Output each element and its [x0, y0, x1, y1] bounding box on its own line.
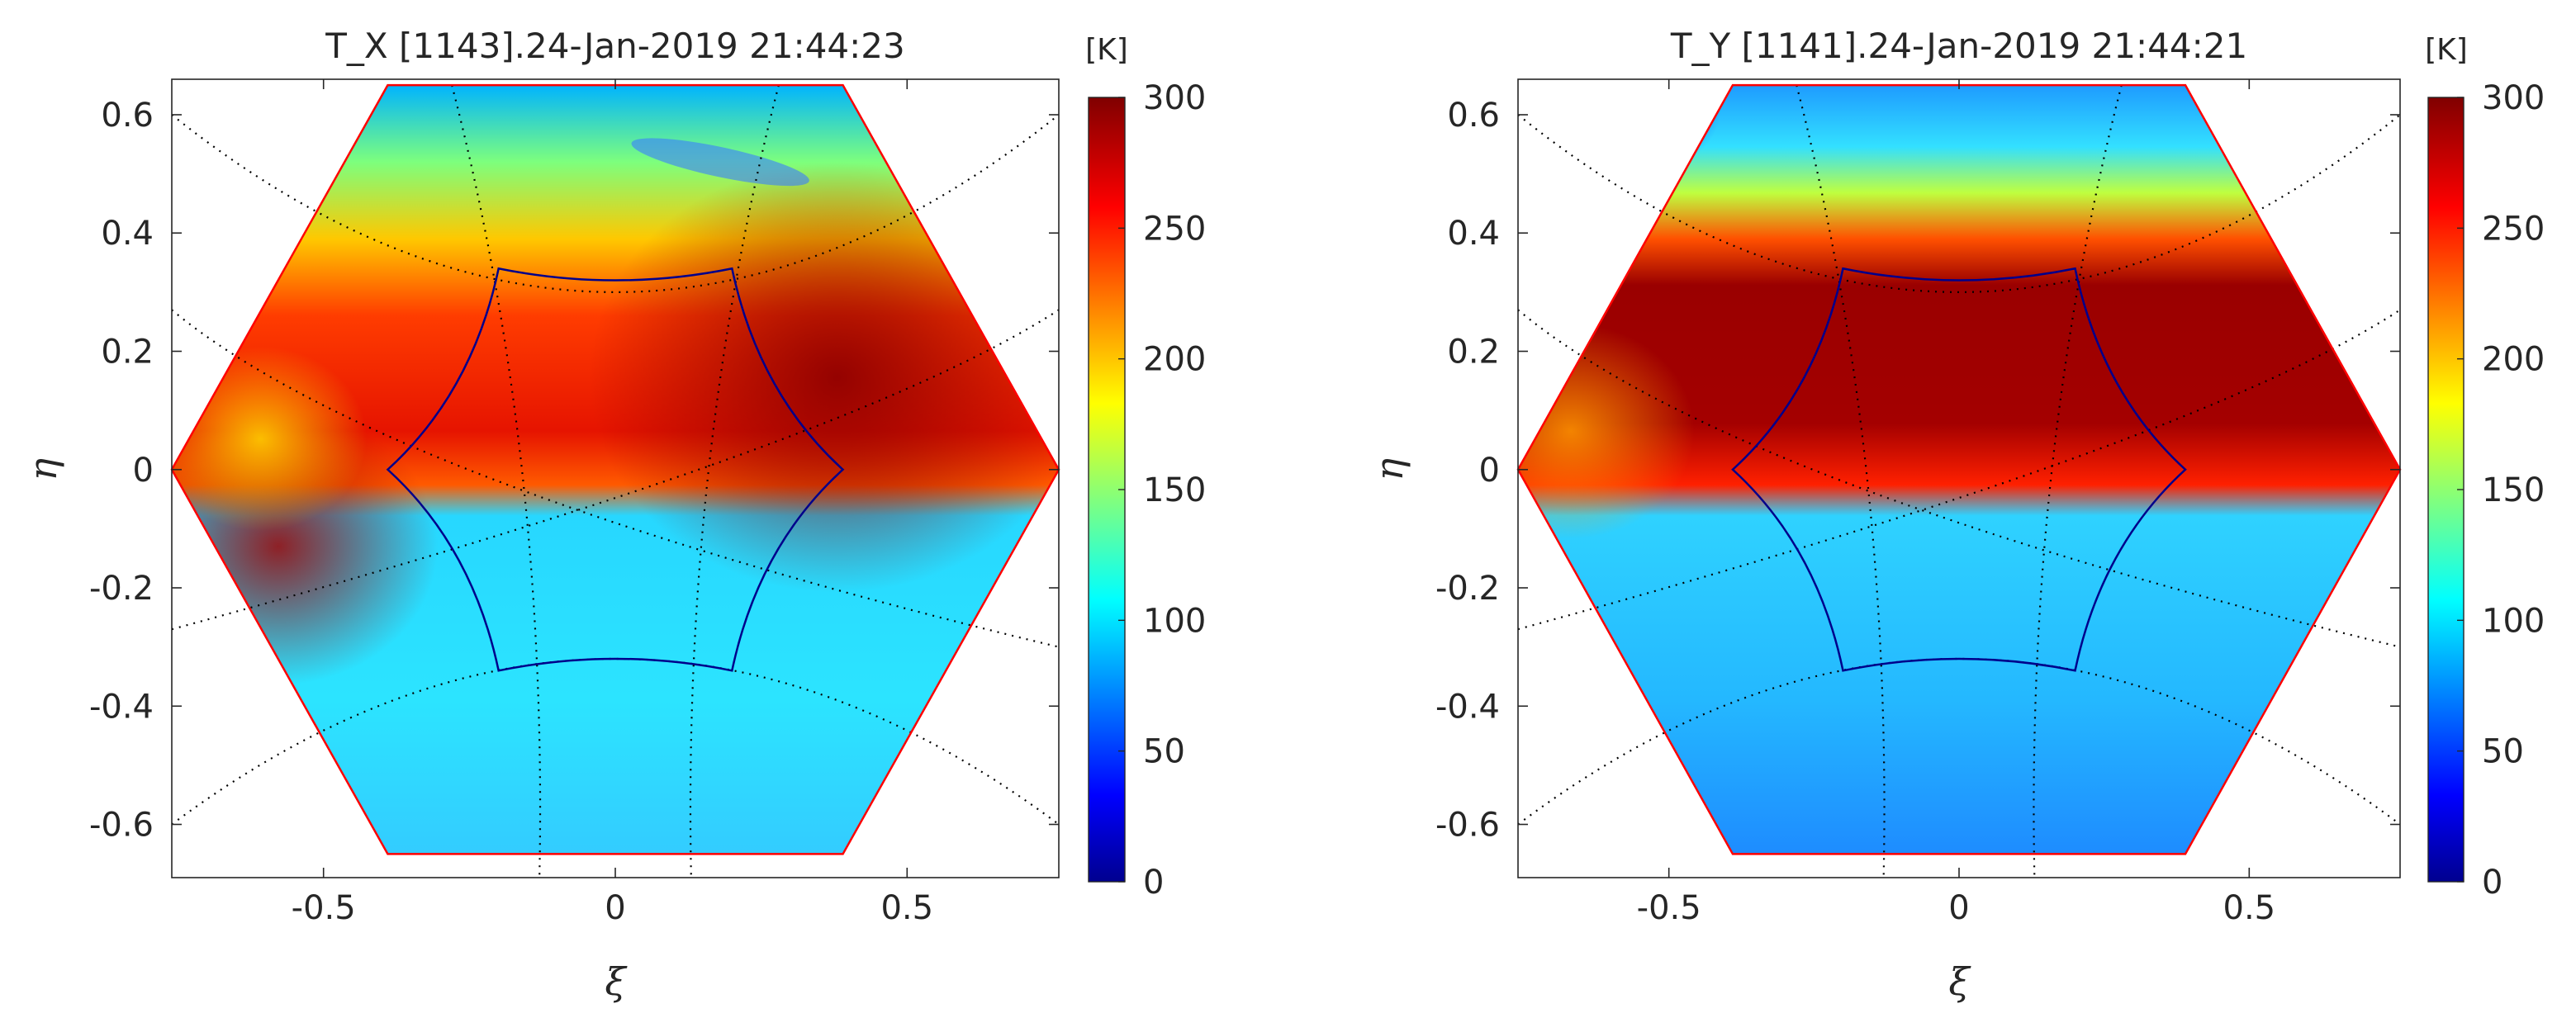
- y-axis-label: η: [1367, 458, 1411, 481]
- colorbar-tick-label: 200: [1143, 341, 1206, 379]
- y-tick-label: -0.6: [1435, 807, 1500, 845]
- field-cold-spot: [1518, 85, 2400, 854]
- x-tick-label: 0.5: [880, 889, 933, 927]
- y-tick-label: -0.4: [1435, 688, 1500, 726]
- y-tick-label: 0.4: [101, 215, 154, 253]
- x-tick-label: 0.5: [2223, 889, 2276, 927]
- y-tick-label: 0.2: [101, 333, 154, 371]
- inner-region-outline: [1731, 267, 2187, 672]
- chart-title: T_X [1143].24-Jan-2019 21:44:23: [325, 26, 905, 66]
- colorbar-tick-label: 150: [2482, 471, 2545, 509]
- colorbar-tick-label: 50: [1143, 733, 1185, 771]
- x-tick-label: -0.5: [1637, 889, 1701, 927]
- temperature-field: [1518, 85, 2400, 854]
- y-tick-label: -0.4: [89, 688, 154, 726]
- colorbar-label: [K]: [1085, 33, 1128, 67]
- x-axis-label: ξ: [605, 959, 628, 1004]
- grid-arc: [451, 84, 542, 878]
- x-tick-label: 0: [605, 889, 625, 927]
- colorbar-tick-label: 100: [1143, 602, 1206, 640]
- y-tick-label: 0.2: [1447, 333, 1500, 371]
- grid-arc: [171, 309, 1060, 631]
- y-tick-label: -0.2: [89, 570, 154, 608]
- colorbar-tick-label: 50: [2482, 733, 2524, 771]
- grid-lines: [171, 84, 1060, 878]
- grid-arc: [1517, 114, 2401, 293]
- colorbar-tick-label: 0: [1143, 864, 1164, 902]
- grid-arc: [689, 84, 780, 878]
- colorbar-tick-label: 300: [1143, 79, 1206, 117]
- colorbar-tick-label: 250: [2482, 210, 2545, 248]
- grid-arc: [171, 309, 1060, 648]
- field-warm-spot: [172, 85, 1059, 854]
- grid-arc: [1517, 657, 2401, 826]
- inner-region-outline: [386, 267, 845, 672]
- grid-arc: [2033, 84, 2123, 878]
- y-tick-label: 0: [1479, 452, 1500, 490]
- y-axis-label: η: [21, 458, 65, 481]
- field-cold-streak: [631, 138, 809, 187]
- y-tick-label: -0.2: [1435, 570, 1500, 608]
- colorbar-tick-label: 100: [2482, 602, 2545, 640]
- x-axis-label: ξ: [1948, 959, 1971, 1004]
- colorbar-tick-label: 250: [1143, 210, 1206, 248]
- colorbar-tick-label: 150: [1143, 471, 1206, 509]
- colorbar-label: [K]: [2425, 33, 2468, 67]
- colorbar-tick-label: 300: [2482, 79, 2545, 117]
- chart-title: T_Y [1141].24-Jan-2019 21:44:21: [1670, 26, 2247, 66]
- colorbar-tick-label: 0: [2482, 864, 2502, 902]
- panel-1: -0.5 0 0.5 0.6 0.4 0.2 0 -0.2 -0.4 -0.6 ξ η T_X [114…: [21, 26, 1206, 1004]
- y-tick-label: 0.6: [101, 97, 154, 135]
- y-tick-label: 0.6: [1447, 97, 1500, 135]
- grid-lines: [1517, 84, 2401, 878]
- y-tick-label: 0: [133, 452, 154, 490]
- y-tick-label: -0.6: [89, 807, 154, 845]
- colorbar-tick-label: 200: [2482, 341, 2545, 379]
- panel-2: -0.5 0 0.5 0.6 0.4 0.2 0 -0.2 -0.4 -0.6 ξ η T_Y [114…: [1367, 26, 2545, 1004]
- grid-arc: [1796, 84, 1886, 878]
- temperature-field: [172, 85, 1059, 854]
- x-tick-label: -0.5: [292, 889, 356, 927]
- y-tick-label: 0.4: [1447, 215, 1500, 253]
- x-tick-label: 0: [1948, 889, 1969, 927]
